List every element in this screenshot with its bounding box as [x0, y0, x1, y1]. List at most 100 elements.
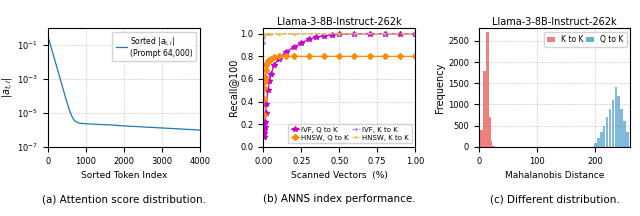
HNSW, Q to K — [266, 59, 273, 61]
Text: (b) ANNS index performance.: (b) ANNS index performance. — [263, 194, 415, 204]
IVF, Q to K — [411, 32, 419, 35]
HNSW, K to K — [290, 32, 298, 35]
Bar — [603, 126, 605, 147]
IVF, Q to K — [261, 121, 269, 123]
HNSW, Q to K — [260, 114, 268, 116]
IVF, Q to K — [260, 135, 268, 138]
IVF, Q to K — [305, 38, 313, 41]
IVF, K to K — [351, 32, 358, 35]
Bar — [490, 141, 492, 147]
HNSW, Q to K — [351, 55, 358, 58]
Line: IVF, Q to K: IVF, Q to K — [261, 31, 418, 140]
HNSW, Q to K — [305, 55, 313, 58]
HNSW, Q to K — [262, 69, 269, 71]
IVF, Q to K — [328, 33, 335, 36]
Bar — [481, 130, 483, 147]
IVF, Q to K — [262, 112, 269, 114]
IVF, Q to K — [264, 89, 272, 92]
IVF, K to K — [320, 32, 328, 35]
Legend: IVF, Q to K, HNSW, Q to K, IVF, K to K, HNSW, K to K: IVF, Q to K, HNSW, Q to K, IVF, K to K, … — [288, 124, 412, 143]
IVF, K to K — [290, 32, 298, 35]
HNSW, Q to K — [260, 80, 268, 83]
HNSW, Q to K — [282, 55, 290, 58]
HNSW, K to K — [261, 32, 269, 35]
HNSW, Q to K — [335, 55, 343, 58]
IVF, K to K — [260, 41, 268, 44]
HNSW, Q to K — [396, 55, 404, 58]
IVF, Q to K — [335, 33, 343, 36]
Title: Llama-3-8B-Instruct-262k: Llama-3-8B-Instruct-262k — [277, 17, 401, 27]
HNSW, Q to K — [381, 55, 388, 58]
HNSW, Q to K — [261, 75, 269, 78]
HNSW, Q to K — [260, 98, 268, 101]
Y-axis label: Frequency: Frequency — [435, 62, 445, 113]
Bar — [612, 100, 614, 147]
Bar — [605, 117, 609, 147]
IVF, K to K — [411, 32, 419, 35]
Bar — [486, 32, 489, 147]
Line: IVF, K to K: IVF, K to K — [262, 32, 417, 44]
Bar — [597, 138, 600, 147]
X-axis label: Sorted Token Index: Sorted Token Index — [81, 171, 167, 180]
IVF, K to K — [260, 36, 268, 38]
IVF, Q to K — [365, 32, 373, 35]
IVF, Q to K — [396, 32, 404, 35]
Bar — [609, 109, 611, 147]
IVF, Q to K — [312, 36, 320, 38]
IVF, Q to K — [270, 64, 278, 67]
HNSW, Q to K — [270, 56, 278, 59]
IVF, Q to K — [298, 41, 305, 44]
X-axis label: Scanned Vectors  (%): Scanned Vectors (%) — [291, 171, 388, 180]
Bar — [620, 109, 623, 147]
IVF, K to K — [264, 32, 272, 35]
Bar — [600, 132, 602, 147]
HNSW, Q to K — [320, 55, 328, 58]
Title: Llama-3-8B-Instruct-262k: Llama-3-8B-Instruct-262k — [492, 17, 617, 27]
Line: HNSW, Q to K: HNSW, Q to K — [262, 54, 417, 117]
Bar — [483, 70, 486, 147]
HNSW, Q to K — [260, 87, 268, 89]
Text: (a) Attention score distribution.: (a) Attention score distribution. — [42, 194, 206, 204]
IVF, K to K — [260, 33, 268, 36]
Legend: K to K, Q to K: K to K, Q to K — [544, 32, 627, 47]
HNSW, Q to K — [290, 55, 298, 58]
Bar — [594, 143, 596, 147]
X-axis label: Mahalanobis Distance: Mahalanobis Distance — [505, 171, 604, 180]
HNSW, K to K — [260, 32, 268, 35]
Bar — [488, 117, 490, 147]
IVF, Q to K — [260, 129, 268, 131]
HNSW, K to K — [335, 32, 343, 35]
IVF, Q to K — [275, 57, 282, 60]
HNSW, Q to K — [365, 55, 373, 58]
IVF, Q to K — [262, 103, 270, 105]
HNSW, Q to K — [411, 55, 419, 58]
IVF, K to K — [262, 32, 269, 35]
HNSW, Q to K — [263, 62, 271, 64]
IVF, Q to K — [267, 73, 275, 76]
HNSW, Q to K — [264, 60, 272, 62]
IVF, K to K — [262, 32, 270, 35]
HNSW, K to K — [260, 32, 268, 35]
HNSW, Q to K — [262, 64, 270, 67]
Text: (c) Different distribution.: (c) Different distribution. — [490, 194, 620, 204]
Bar — [623, 121, 626, 147]
Bar — [626, 132, 628, 147]
Bar — [614, 87, 617, 147]
IVF, K to K — [275, 32, 282, 35]
Y-axis label: $|a_{t,i}|$: $|a_{t,i}|$ — [0, 77, 15, 98]
IVF, Q to K — [266, 80, 273, 83]
Legend: Sorted $|a_{t,i}|$
(Prompt 64,000): Sorted $|a_{t,i}|$ (Prompt 64,000) — [113, 32, 196, 61]
Line: HNSW, K to K: HNSW, K to K — [262, 32, 417, 37]
IVF, Q to K — [260, 132, 268, 135]
IVF, K to K — [381, 32, 388, 35]
HNSW, K to K — [260, 35, 268, 37]
HNSW, K to K — [411, 32, 419, 35]
Bar — [492, 146, 495, 147]
Y-axis label: Recall@100: Recall@100 — [228, 59, 237, 116]
IVF, K to K — [260, 32, 268, 35]
IVF, Q to K — [381, 32, 388, 35]
HNSW, K to K — [260, 32, 268, 35]
IVF, Q to K — [320, 35, 328, 37]
Bar — [618, 96, 620, 147]
HNSW, Q to K — [275, 55, 282, 58]
